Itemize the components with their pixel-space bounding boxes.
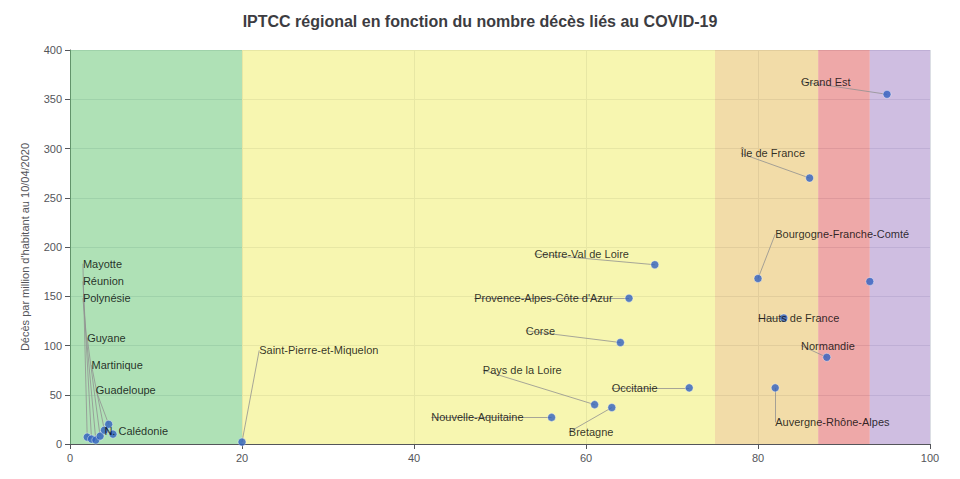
svg-text:Normandie: Normandie [801,340,855,352]
svg-text:Auvergne-Rhône-Alpes: Auvergne-Rhône-Alpes [775,416,890,428]
svg-text:100: 100 [44,340,62,352]
svg-text:IPTCC régional en fonction du: IPTCC régional en fonction du nombre déc… [243,13,718,30]
svg-text:40: 40 [408,452,420,464]
svg-text:0: 0 [67,452,73,464]
svg-text:150: 150 [44,290,62,302]
svg-text:N. Calédonie: N. Calédonie [104,425,168,437]
svg-text:60: 60 [580,452,592,464]
svg-text:Décès par million d'habitant a: Décès par million d'habitant au 10/04/20… [19,143,31,351]
svg-text:0: 0 [56,438,62,450]
svg-text:50: 50 [50,389,62,401]
svg-text:Mayotte: Mayotte [83,258,122,270]
svg-text:Provence-Alpes-Côte d'Azur: Provence-Alpes-Côte d'Azur [474,292,613,304]
svg-text:Polynésie: Polynésie [83,292,131,304]
svg-text:Guadeloupe: Guadeloupe [96,384,156,396]
svg-text:200: 200 [44,241,62,253]
svg-text:80: 80 [752,452,764,464]
svg-text:400: 400 [44,44,62,56]
svg-text:Saint-Pierre-et-Miquelon: Saint-Pierre-et-Miquelon [259,344,378,356]
svg-text:300: 300 [44,143,62,155]
svg-text:Martinique: Martinique [92,359,143,371]
svg-text:350: 350 [44,93,62,105]
svg-text:100: 100 [921,452,939,464]
svg-text:Réunion: Réunion [83,275,124,287]
svg-text:Bourgogne-Franche-Comté: Bourgogne-Franche-Comté [775,228,909,240]
svg-text:Bretagne: Bretagne [569,426,614,438]
svg-text:20: 20 [236,452,248,464]
svg-text:Nouvelle-Aquitaine: Nouvelle-Aquitaine [431,411,523,423]
svg-text:250: 250 [44,192,62,204]
svg-text:Occitanie: Occitanie [612,382,658,394]
svg-text:Hauts de France: Hauts de France [758,312,839,324]
svg-text:Centre-Val de Loire: Centre-Val de Loire [534,248,629,260]
svg-text:Grand Est: Grand Est [801,76,851,88]
svg-text:Pays de la Loire: Pays de la Loire [483,364,562,376]
svg-text:Guyane: Guyane [87,332,126,344]
svg-text:Corse: Corse [526,325,555,337]
svg-text:Île de France: Île de France [740,147,805,159]
